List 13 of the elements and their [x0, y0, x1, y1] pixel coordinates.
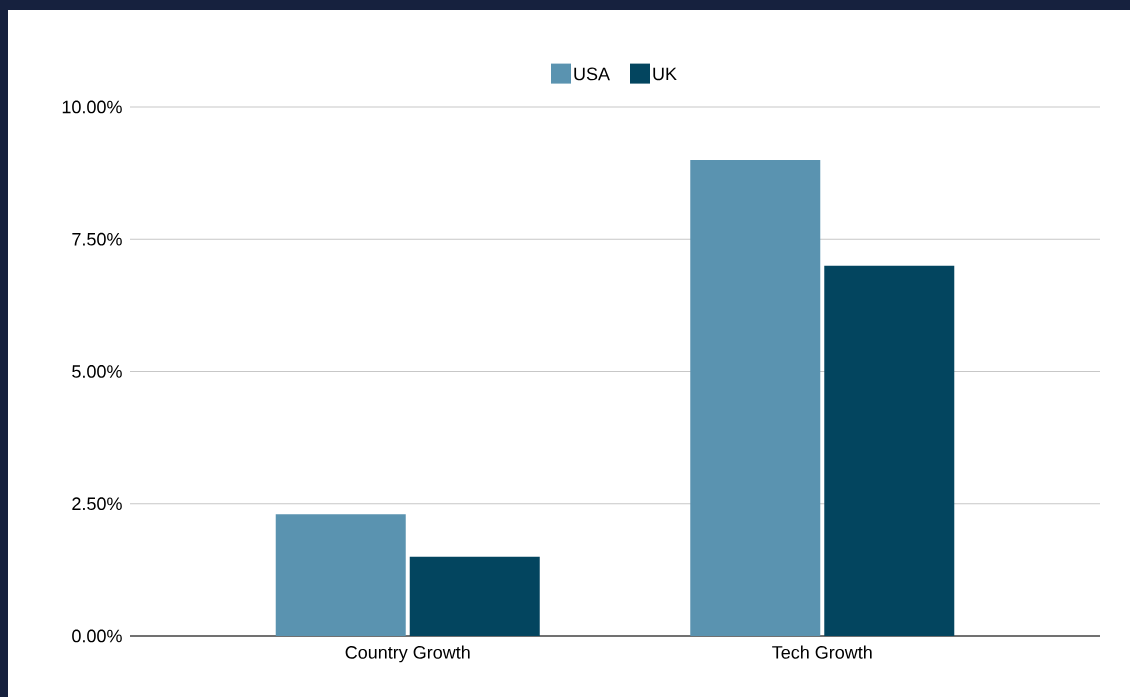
legend-label: UK [653, 67, 677, 81]
bar [824, 265, 955, 636]
x-tick-label: Country Growth [345, 645, 470, 663]
legend-label: USA [574, 67, 610, 81]
y-tick-label: 0.00% [72, 629, 122, 643]
y-tick-label: 2.50% [72, 497, 122, 511]
y-tick-label: 10.00% [62, 100, 122, 114]
bar [275, 514, 406, 636]
y-tick-label: 7.50% [72, 232, 122, 246]
y-tick-label: 5.00% [72, 365, 122, 378]
bar [409, 556, 540, 636]
bar [690, 159, 821, 636]
x-tick-label: Tech Growth [772, 645, 872, 659]
